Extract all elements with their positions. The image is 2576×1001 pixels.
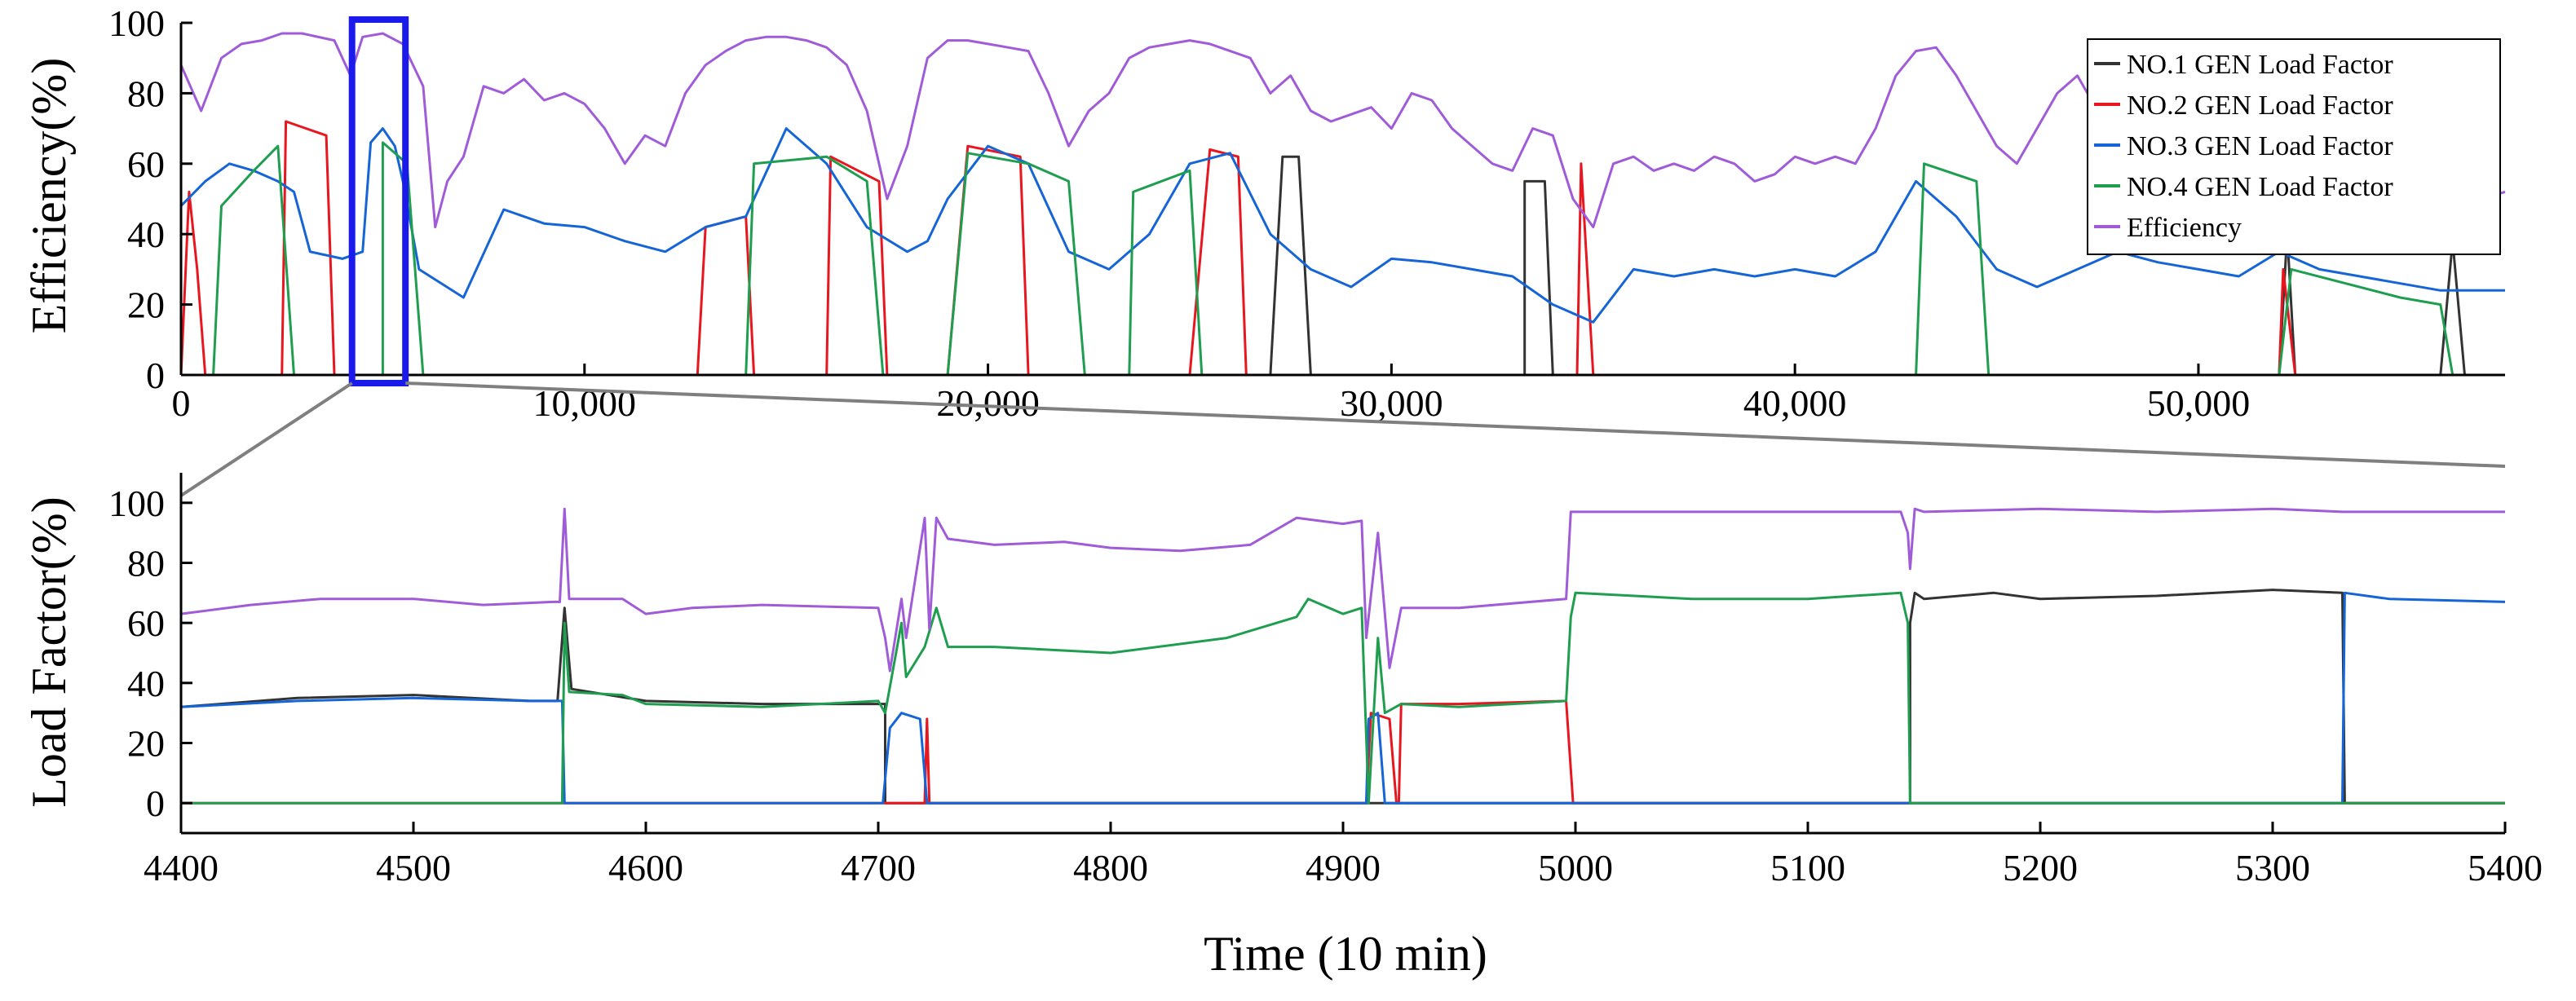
zoom-x-tick-label: 4400: [144, 847, 219, 889]
zoom-ticks: 4400 4500 4600 4700 4800 4900 5000 5100 5200 5300…: [108, 483, 2543, 889]
zoom-x-tick-label: 5000: [1538, 847, 1613, 889]
legend-box: [2087, 38, 2501, 255]
zoom-series-line-5: [180, 507, 2505, 672]
zoom-y-tick-label: 60: [127, 602, 165, 644]
overview-x-tick-label: 50,000: [2147, 382, 2251, 424]
legend-entry-label: Efficiency: [2127, 213, 2242, 243]
legend: NO.1 GEN Load Factor NO.2 GEN Load Factor…: [2087, 38, 2501, 255]
overview-ticks: 0 10,000 20,000 30,000 40,000 50,000020406080…: [108, 2, 2250, 424]
zoom-series-line-1: [180, 589, 2505, 805]
overview-x-tick-label: 0: [172, 382, 191, 424]
overview-x-tick-label: 30,000: [1340, 382, 1443, 424]
overview-axes: [179, 23, 2505, 377]
overview-y-tick-label: 60: [127, 143, 165, 185]
zoom-y-axis-title: Load Factor(%): [22, 496, 76, 808]
overview-series-line-3: [179, 127, 2505, 324]
overview-y-axis-title: Efficiency(%): [22, 58, 76, 334]
zoom-x-tick-label: 5100: [1770, 847, 1845, 889]
overview-panel: 0 10,000 20,000 30,000 40,000 50,000020406080…: [22, 2, 2506, 424]
zoom-series-line-4: [181, 591, 2505, 805]
connector-left: [179, 381, 353, 497]
overview-y-tick-label: 20: [127, 284, 165, 326]
zoom-series: [180, 507, 2506, 805]
overview-y-tick-label: 40: [127, 214, 165, 255]
zoom-panel: 4400 4500 4600 4700 4800 4900 5000 5100 5200 5300…: [22, 473, 2543, 981]
legend-entry-label: NO.2 GEN Load Factor: [2127, 90, 2393, 121]
zoom-series-line-2: [181, 699, 2505, 805]
zoom-x-tick-label: 5200: [2003, 847, 2078, 889]
zoom-x-tick-label: 5300: [2235, 847, 2310, 889]
zoom-y-tick-label: 40: [127, 663, 165, 704]
connector-right: [405, 381, 2506, 468]
zoom-x-tick-label: 4900: [1306, 847, 1381, 889]
zoom-x-tick-label: 5400: [2468, 847, 2543, 889]
overview-y-tick-label: 100: [108, 2, 165, 44]
zoom-x-tick-label: 4800: [1073, 847, 1148, 889]
zoom-y-tick-label: 0: [146, 783, 165, 824]
zoom-x-tick-label: 4500: [376, 847, 451, 889]
legend-entry-label: NO.3 GEN Load Factor: [2127, 131, 2393, 161]
zoom-series-line-3: [180, 591, 2506, 805]
overview-x-tick-label: 20,000: [936, 382, 1040, 424]
zoom-x-axis-title: Time (10 min): [1204, 927, 1487, 981]
zoom-x-tick-label: 4600: [608, 847, 683, 889]
zoom-highlight-box: [348, 16, 409, 386]
zoom-connectors: [179, 381, 2506, 497]
zoom-x-tick-label: 4700: [841, 847, 916, 889]
overview-y-tick-label: 0: [146, 355, 165, 396]
zoom-y-tick-label: 80: [127, 543, 165, 584]
overview-y-tick-label: 80: [127, 73, 165, 114]
legend-entry-label: NO.1 GEN Load Factor: [2127, 50, 2393, 80]
zoom-y-tick-label: 20: [127, 723, 165, 765]
legend-entry-label: NO.4 GEN Load Factor: [2127, 172, 2393, 202]
overview-x-tick-label: 40,000: [1743, 382, 1847, 424]
zoom-axes: [179, 473, 2505, 835]
zoom-y-tick-label: 100: [108, 483, 165, 524]
